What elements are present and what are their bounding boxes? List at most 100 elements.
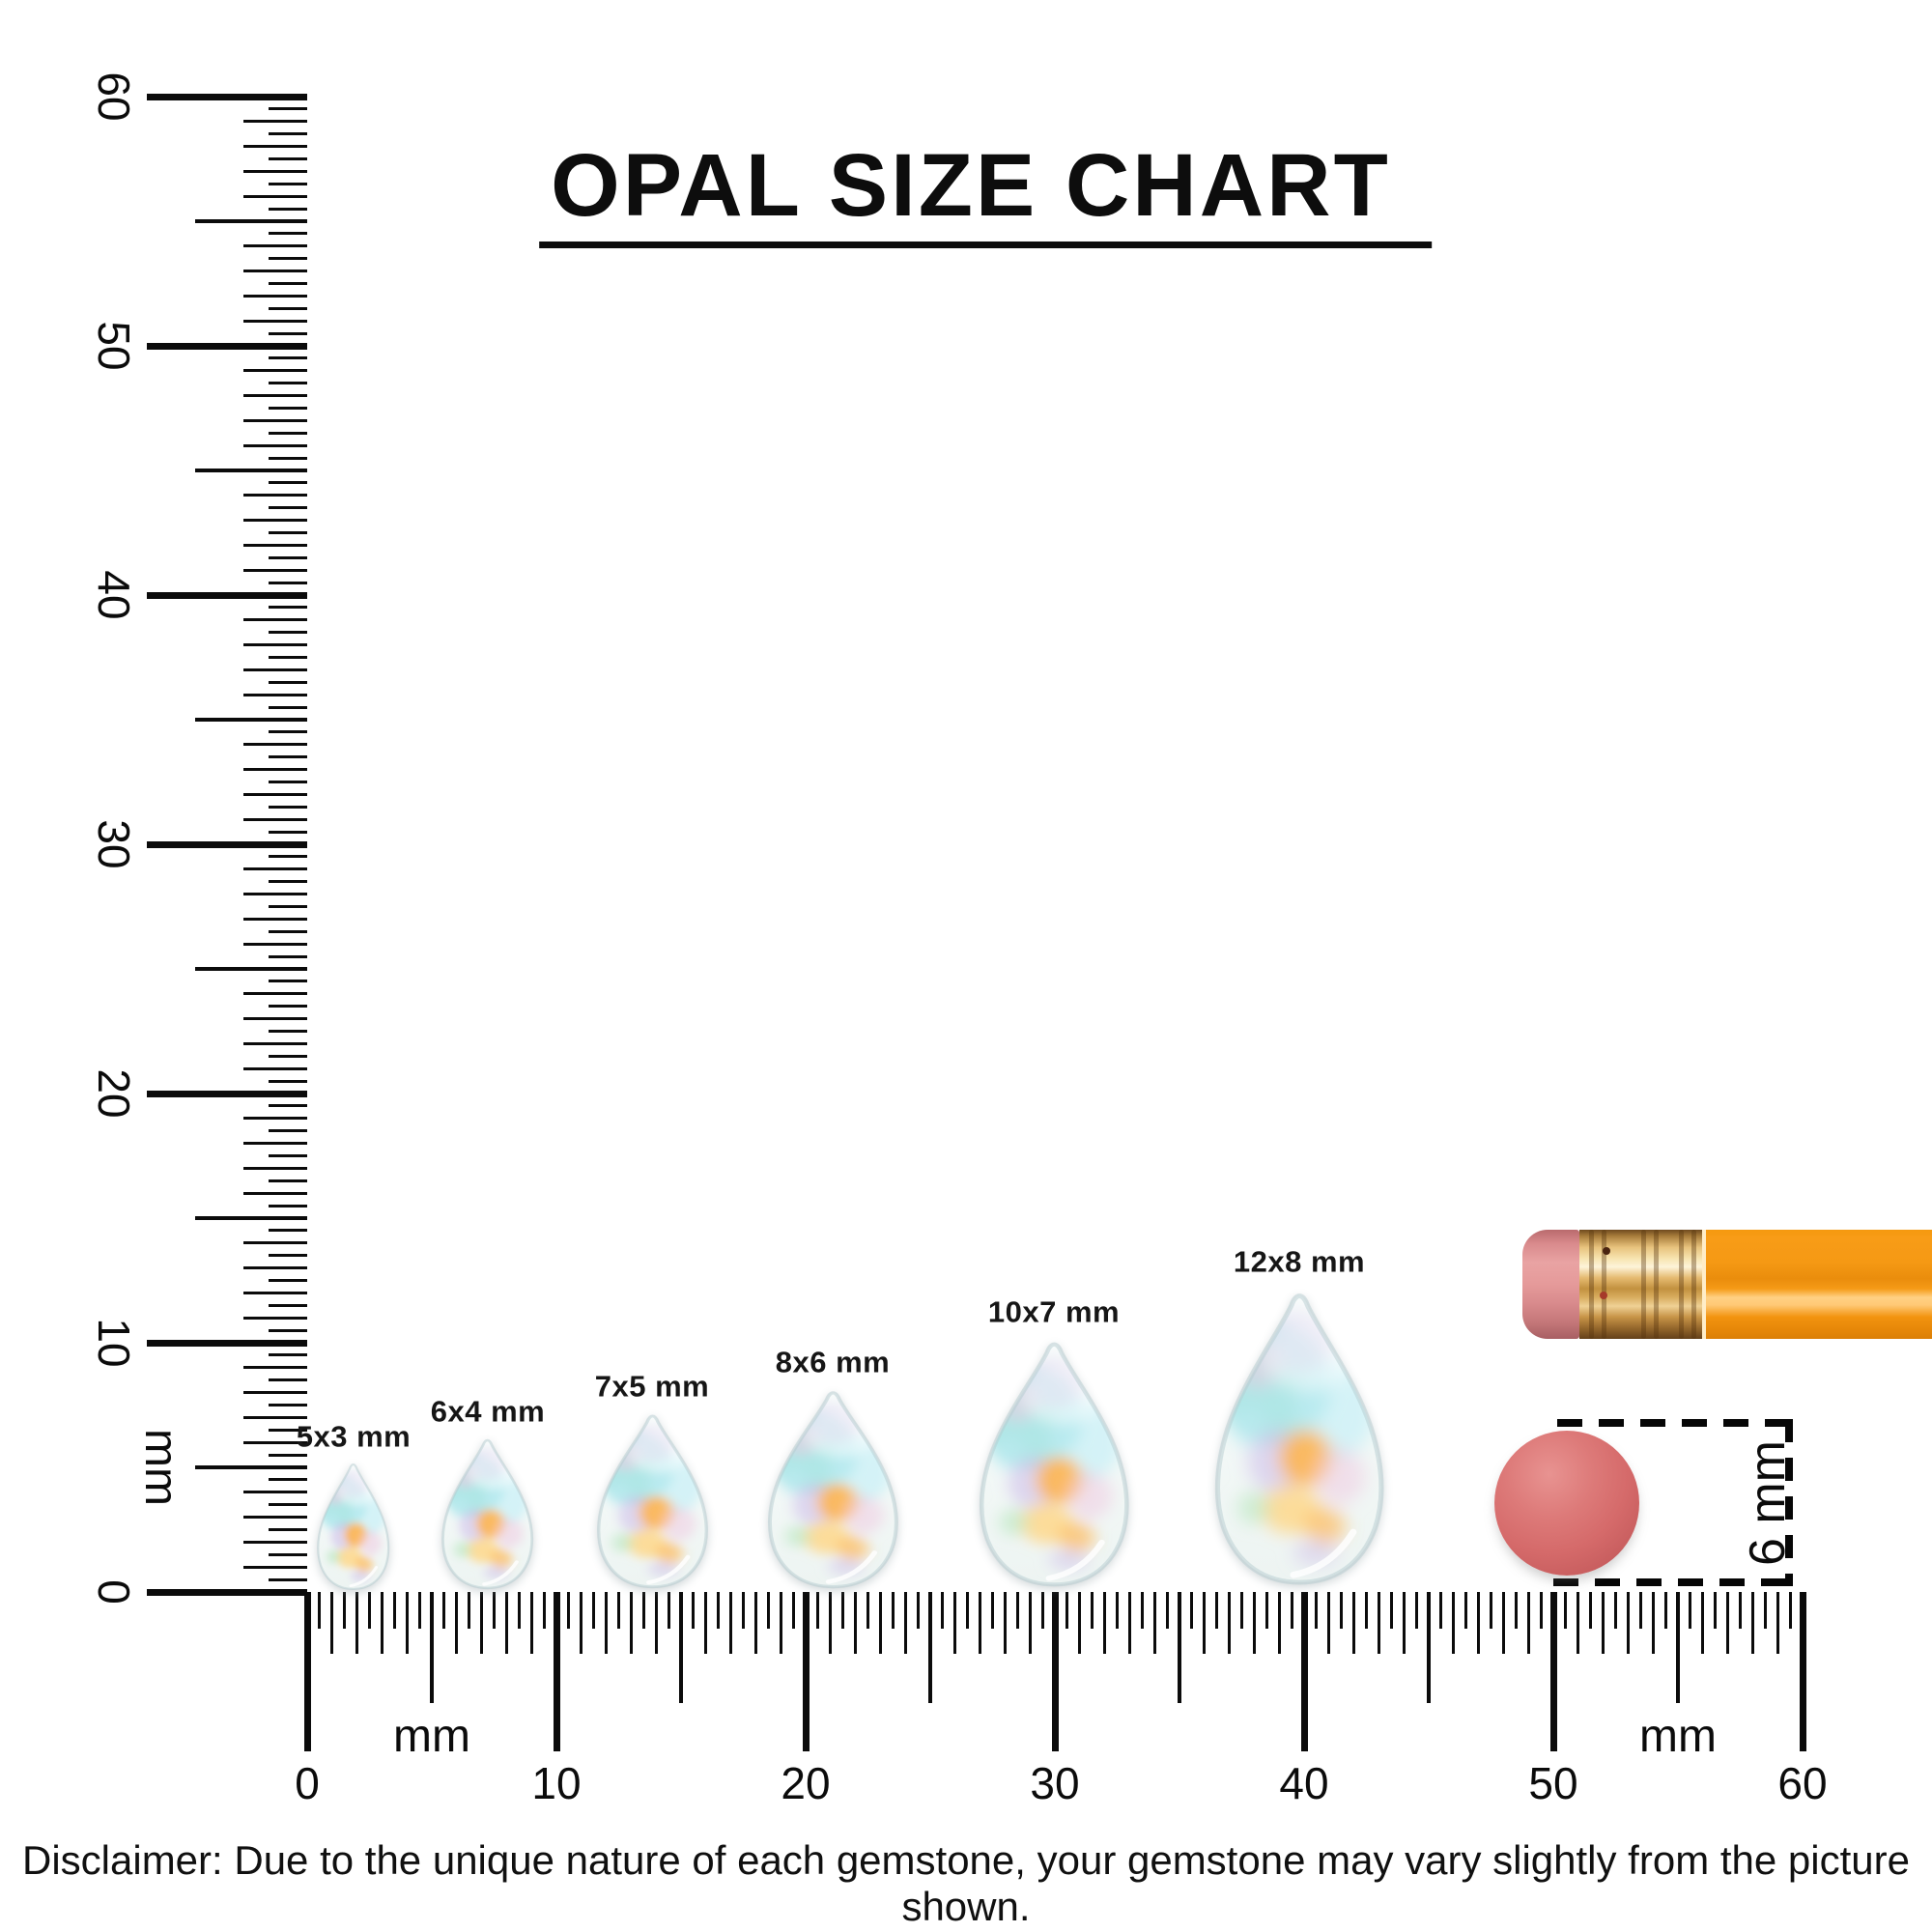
- v-ruler-tick: [269, 382, 307, 385]
- opal-size-label: 8x6 mm: [775, 1345, 891, 1379]
- v-ruler-tick: [147, 342, 307, 350]
- v-ruler-tick: [269, 207, 307, 211]
- h-ruler-tick: [1264, 1592, 1268, 1629]
- h-ruler-tick: [729, 1592, 733, 1654]
- v-ruler-tick: [243, 1041, 307, 1045]
- v-ruler-tick: [243, 1191, 307, 1195]
- opal-gem-graphic: [979, 1342, 1129, 1587]
- v-ruler-tick: [243, 1142, 307, 1146]
- v-ruler-tick: [243, 693, 307, 696]
- h-ruler-tick: [1739, 1592, 1742, 1629]
- v-ruler-tick: [269, 929, 307, 933]
- v-ruler-tick: [269, 830, 307, 834]
- v-ruler-tick: [269, 855, 307, 859]
- v-ruler-tick: [195, 469, 307, 472]
- pencil-eraser-tip: [1522, 1230, 1579, 1339]
- h-ruler-tick: [766, 1592, 770, 1629]
- h-ruler-tick: [1638, 1592, 1642, 1629]
- v-ruler-number: 30: [89, 819, 139, 869]
- h-ruler-tick: [1365, 1592, 1368, 1629]
- opal-gem: [428, 1435, 547, 1599]
- v-ruler-number: 40: [89, 570, 139, 620]
- h-ruler-tick: [1439, 1592, 1443, 1629]
- v-ruler-tick: [269, 1129, 307, 1133]
- h-ruler-tick: [1116, 1592, 1119, 1629]
- h-ruler-tick: [1103, 1592, 1107, 1654]
- v-ruler-tick: [195, 1465, 307, 1469]
- v-ruler-tick: [269, 1054, 307, 1058]
- v-ruler-tick: [269, 755, 307, 759]
- v-ruler-tick: [269, 1577, 307, 1581]
- v-ruler-tick: [243, 543, 307, 547]
- h-ruler-tick: [1549, 1592, 1557, 1751]
- v-ruler-number: 50: [89, 321, 139, 371]
- h-ruler-tick: [1726, 1592, 1730, 1654]
- v-ruler-tick: [195, 219, 307, 223]
- v-ruler-tick: [269, 1328, 307, 1332]
- v-ruler-tick: [269, 1254, 307, 1258]
- h-ruler-tick: [1127, 1592, 1131, 1654]
- v-ruler-tick: [195, 967, 307, 971]
- pencil-ferrule: [1579, 1230, 1702, 1339]
- h-ruler-tick: [1228, 1592, 1232, 1654]
- v-ruler-tick: [269, 306, 307, 310]
- v-ruler-number: 0: [89, 1579, 139, 1605]
- h-ruler-tick: [1490, 1592, 1492, 1629]
- h-ruler-tick: [1651, 1592, 1655, 1654]
- h-ruler-tick: [1190, 1592, 1194, 1629]
- h-ruler-unit-label: mm: [393, 1711, 470, 1762]
- h-ruler-tick: [1040, 1592, 1044, 1629]
- v-ruler-tick: [269, 1552, 307, 1556]
- h-ruler-tick: [1589, 1592, 1593, 1629]
- ferrule-ridge: [1602, 1230, 1606, 1339]
- h-ruler-tick: [1203, 1592, 1207, 1654]
- measure-dash-right: [1785, 1419, 1793, 1586]
- opal-gem: [306, 1460, 400, 1599]
- h-ruler-tick: [1663, 1592, 1667, 1629]
- v-ruler-tick: [147, 840, 307, 848]
- h-ruler-tick: [1078, 1592, 1082, 1654]
- h-ruler-number: 30: [1030, 1758, 1080, 1808]
- v-ruler-tick: [243, 743, 307, 747]
- h-ruler-tick: [567, 1592, 571, 1629]
- h-ruler-tick: [330, 1592, 334, 1654]
- v-ruler-tick: [269, 1079, 307, 1083]
- opal-gem: [581, 1409, 724, 1599]
- v-ruler-tick: [269, 555, 307, 559]
- v-ruler-tick: [147, 1090, 307, 1097]
- h-ruler-tick: [1477, 1592, 1481, 1654]
- ferrule-ridge: [1589, 1230, 1594, 1339]
- measure-dash-top: [1557, 1419, 1797, 1427]
- v-ruler-tick: [269, 1279, 307, 1282]
- pencil-body: [1706, 1230, 1932, 1339]
- h-ruler-tick: [991, 1592, 994, 1629]
- v-ruler-tick: [269, 781, 307, 783]
- h-ruler-tick: [629, 1592, 633, 1654]
- h-ruler-tick: [841, 1592, 845, 1629]
- pencil: [1522, 1230, 1932, 1339]
- h-ruler-tick: [580, 1592, 583, 1654]
- opal-gem-graphic: [441, 1438, 534, 1590]
- v-ruler-tick: [269, 157, 307, 160]
- h-ruler-tick: [742, 1592, 745, 1629]
- v-ruler-tick: [243, 1266, 307, 1270]
- h-ruler-tick: [867, 1592, 869, 1629]
- v-ruler-tick: [243, 519, 307, 523]
- h-ruler-tick: [355, 1592, 359, 1654]
- v-ruler-tick: [243, 494, 307, 497]
- h-ruler-tick: [455, 1592, 459, 1654]
- h-ruler-tick: [854, 1592, 858, 1654]
- h-ruler-number: 20: [781, 1758, 831, 1808]
- h-ruler-tick: [1402, 1592, 1406, 1654]
- opal-size-label: 5x3 mm: [296, 1419, 412, 1454]
- v-ruler-tick: [269, 356, 307, 360]
- opal-size-label: 12x8 mm: [1233, 1244, 1366, 1279]
- v-ruler-tick: [243, 1241, 307, 1245]
- h-ruler-tick: [405, 1592, 409, 1654]
- v-ruler-tick: [269, 705, 307, 709]
- h-ruler-tick: [1389, 1592, 1393, 1629]
- h-ruler-tick: [903, 1592, 907, 1654]
- opal-gem: [957, 1335, 1151, 1599]
- disclaimer-text: Disclaimer: Due to the unique nature of …: [22, 1837, 1910, 1929]
